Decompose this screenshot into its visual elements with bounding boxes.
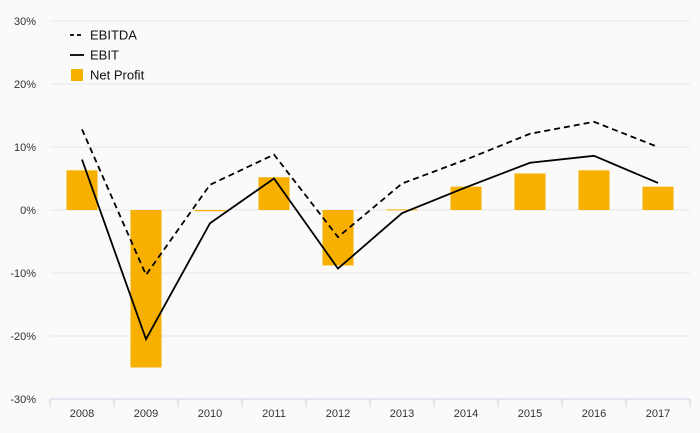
- net-profit-bar: [194, 210, 226, 212]
- legend-ebitda-label: EBITDA: [90, 28, 137, 43]
- y-tick-label: 30%: [14, 16, 36, 28]
- x-tick-label: 2017: [646, 408, 670, 420]
- y-tick-label: -10%: [10, 268, 36, 280]
- net-profit-bar: [130, 210, 162, 368]
- legend-net-profit-label: Net Profit: [90, 68, 145, 83]
- ebit-line: [81, 154, 659, 342]
- bar-layer: [66, 170, 674, 368]
- ebitda-line: [81, 120, 659, 277]
- line-layer: [81, 120, 659, 342]
- net-profit-bar: [642, 186, 674, 210]
- x-tick-label: 2008: [70, 408, 94, 420]
- y-tick-label: -20%: [10, 331, 36, 343]
- x-tick-label: 2009: [134, 408, 158, 420]
- x-tick-label: 2013: [390, 408, 414, 420]
- net-profit-bar: [450, 186, 482, 210]
- x-tick-label: 2015: [518, 408, 542, 420]
- x-tick-label: 2012: [326, 408, 350, 420]
- axis-layer: 30% 20% 10% 0% -10% -20% -30% 2008 2009 2010 2011 2…: [10, 16, 691, 420]
- y-tick-label: 0%: [20, 205, 36, 217]
- x-tick-label: 2010: [198, 408, 222, 420]
- net-profit-bar: [386, 209, 418, 211]
- legend-net-profit-swatch: [71, 69, 83, 81]
- legend-layer: EBITDA EBIT Net Profit: [70, 28, 145, 83]
- y-tick-label: -30%: [10, 394, 36, 406]
- y-tick-label: 20%: [14, 79, 36, 91]
- net-profit-bar: [578, 170, 610, 210]
- x-tick-label: 2014: [454, 408, 478, 420]
- x-tick-label: 2016: [582, 408, 606, 420]
- x-tick-label: 2011: [262, 408, 286, 420]
- net-profit-bar: [514, 173, 546, 210]
- y-tick-label: 10%: [14, 142, 36, 154]
- legend-ebit-label: EBIT: [90, 48, 119, 63]
